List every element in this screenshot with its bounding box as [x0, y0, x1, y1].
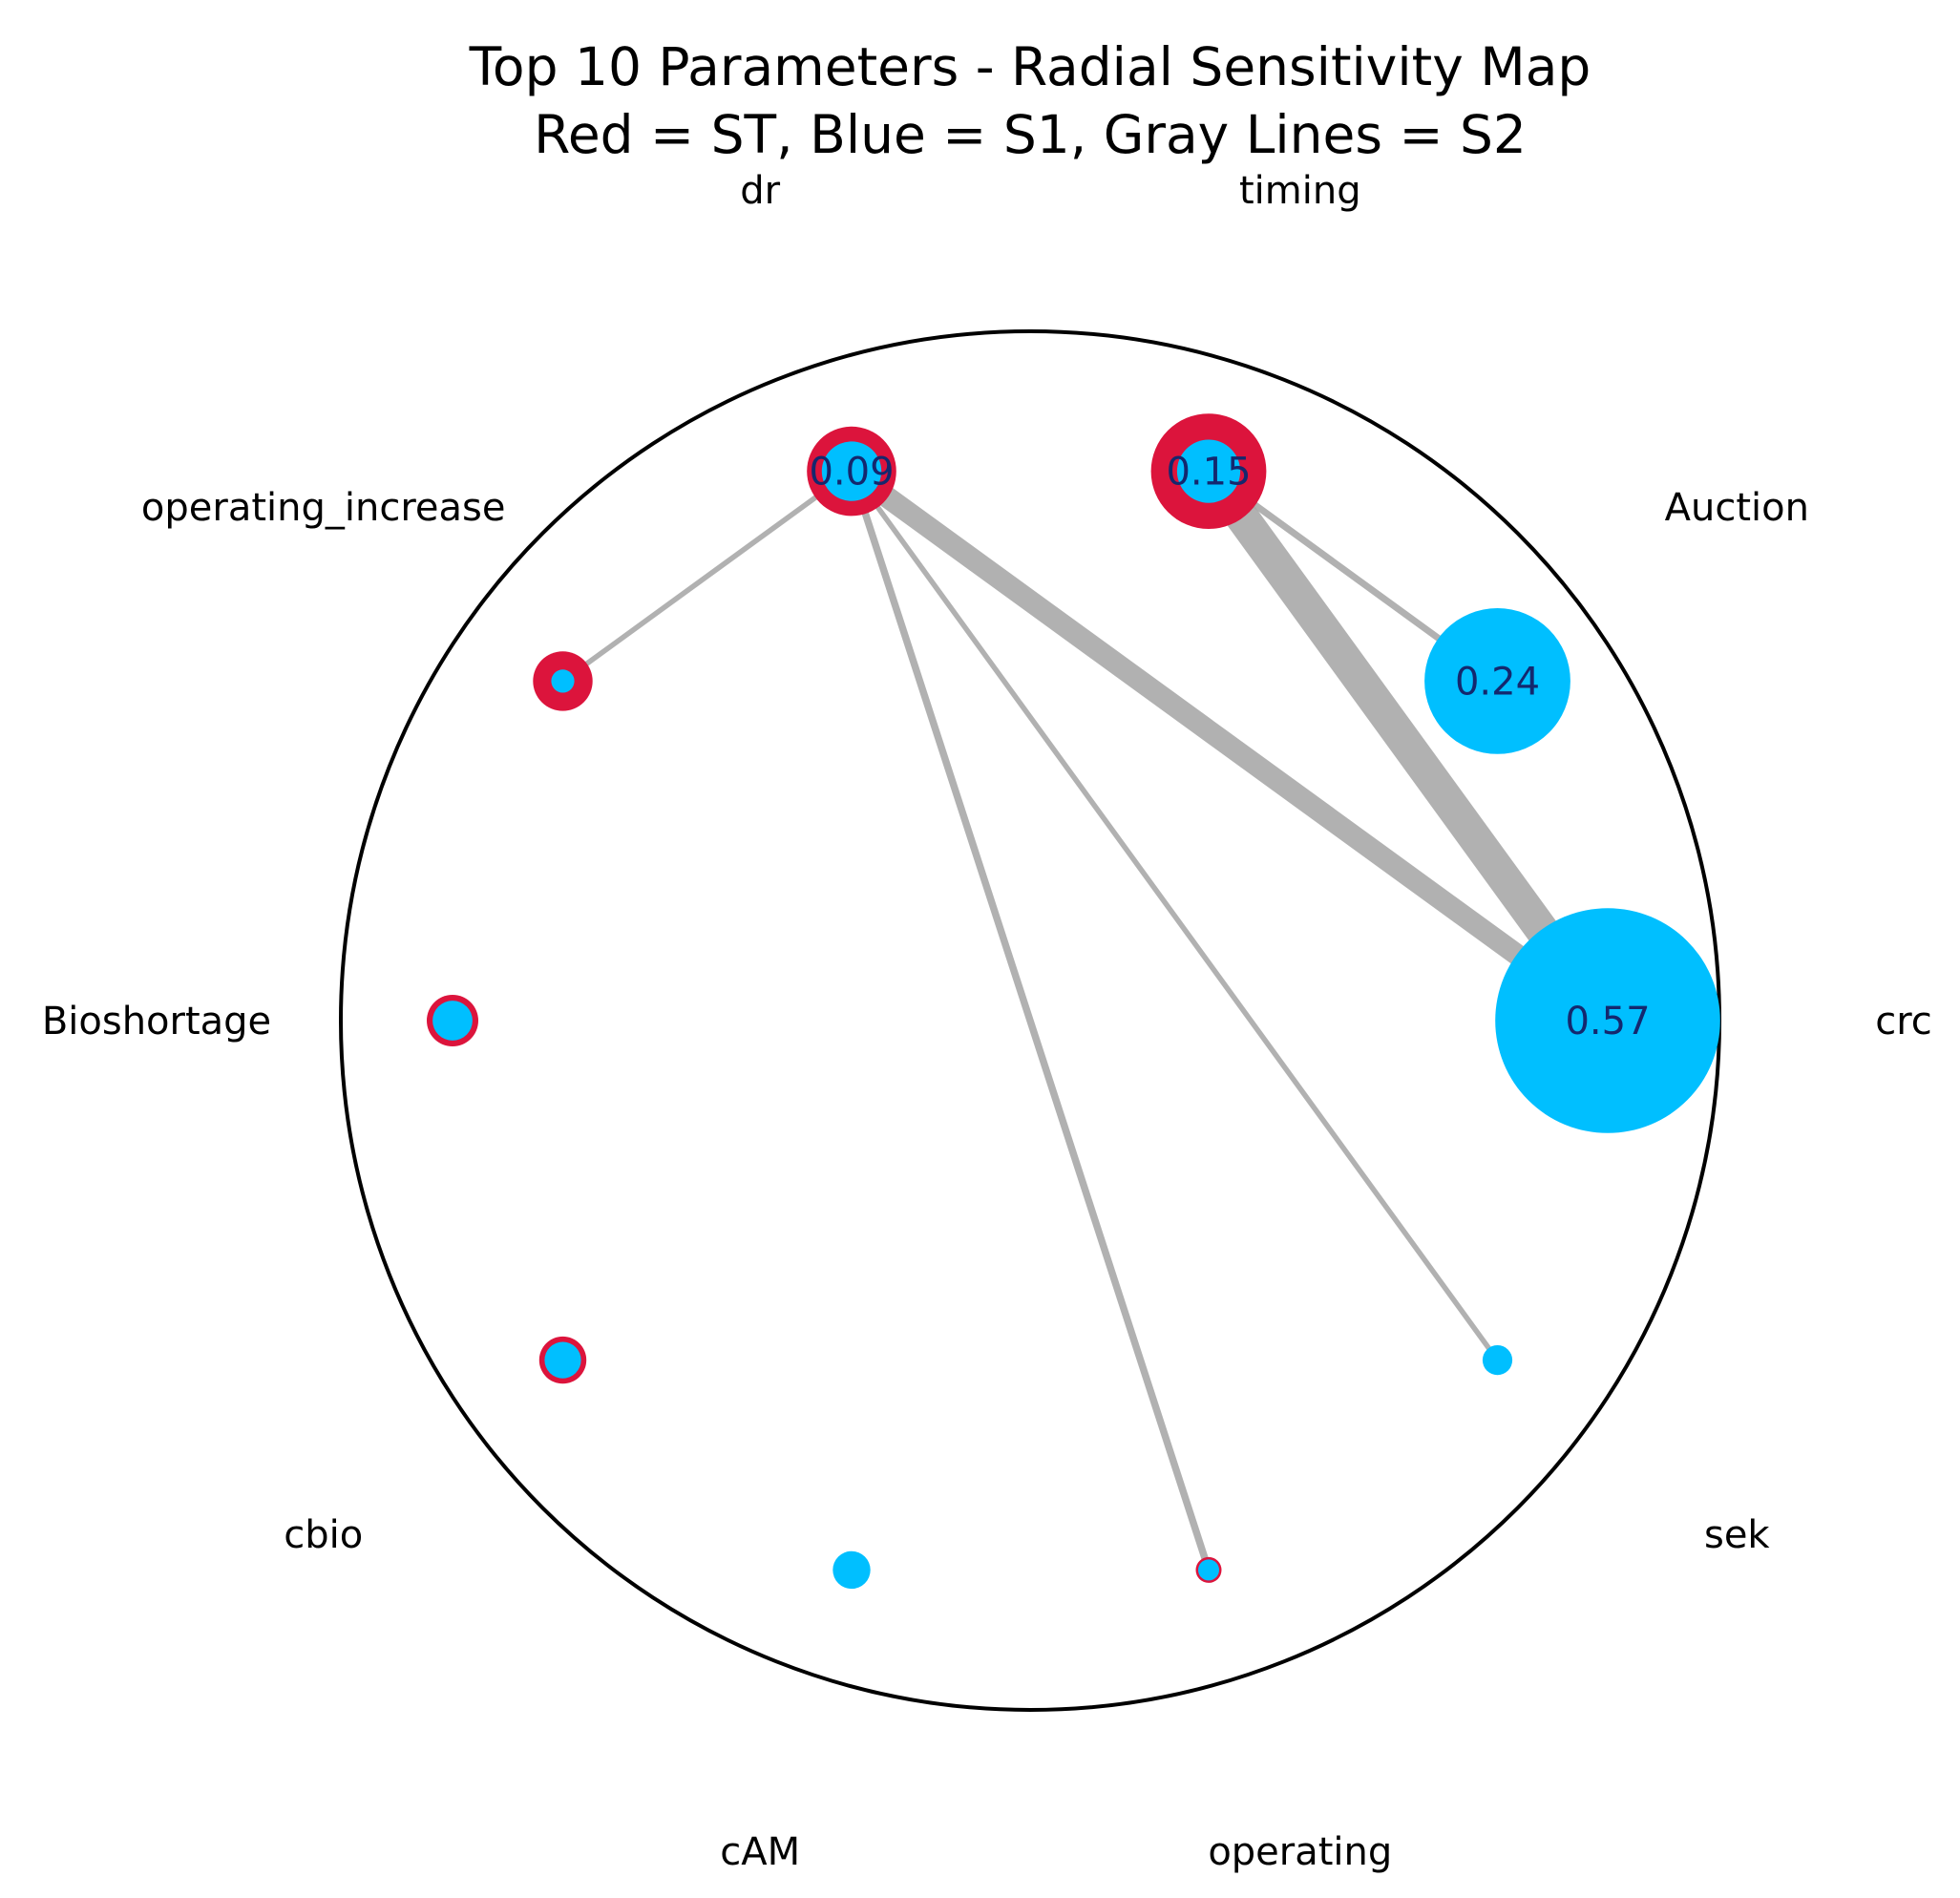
s1-marker-dr [821, 441, 882, 501]
s1-marker-timing [1176, 439, 1241, 503]
parameter-nodes: 0.57 0.24 0.15 0.09 [427, 413, 1720, 1590]
chart-title: Top 10 Parameters - Radial Sensitivity M… [469, 36, 1591, 97]
value-label-dr: 0.09 [809, 451, 894, 495]
param-label-operating: operating [1208, 1830, 1392, 1874]
s2-line-timing-crc [1194, 461, 1622, 1031]
param-label-auction: Auction [1665, 486, 1809, 530]
param-label-cam: cAM [720, 1830, 800, 1874]
s1-marker-operating-increase [551, 669, 575, 693]
s1-marker-auction [1424, 608, 1570, 754]
param-label-crc: crc [1875, 1000, 1932, 1044]
param-label-timing: timing [1239, 169, 1361, 213]
s2-line-dr-operating-increase [560, 469, 854, 684]
parameter-labels: crc Auction timing dr operating_increase Bios… [42, 169, 1932, 1874]
param-label-dr: dr [740, 169, 780, 213]
param-label-bioshortage: Bioshortage [42, 1000, 271, 1044]
s1-marker-sek [1482, 1345, 1513, 1376]
s2-line-dr-crc [845, 462, 1614, 1030]
chart-subtitle: Red = ST, Blue = S1, Gray Lines = S2 [534, 104, 1527, 165]
s1-marker-operating [1198, 1559, 1219, 1581]
value-label-auction: 0.24 [1455, 660, 1540, 704]
value-label-crc: 0.57 [1565, 1000, 1650, 1044]
param-label-cbio: cbio [284, 1513, 363, 1557]
value-label-timing: 0.15 [1166, 451, 1251, 495]
s2-line-dr-operating [848, 470, 1212, 1571]
s1-marker-crc [1495, 908, 1720, 1133]
s1-marker-cam [832, 1550, 871, 1590]
s1-marker-cbio [544, 1341, 581, 1379]
param-label-operating-increase: operating_increase [141, 486, 506, 530]
s2-line-dr-sek [849, 469, 1500, 1362]
param-label-sek: sek [1704, 1513, 1770, 1557]
s1-marker-bioshortage [432, 1001, 473, 1041]
s2-interaction-lines [560, 461, 1622, 1571]
